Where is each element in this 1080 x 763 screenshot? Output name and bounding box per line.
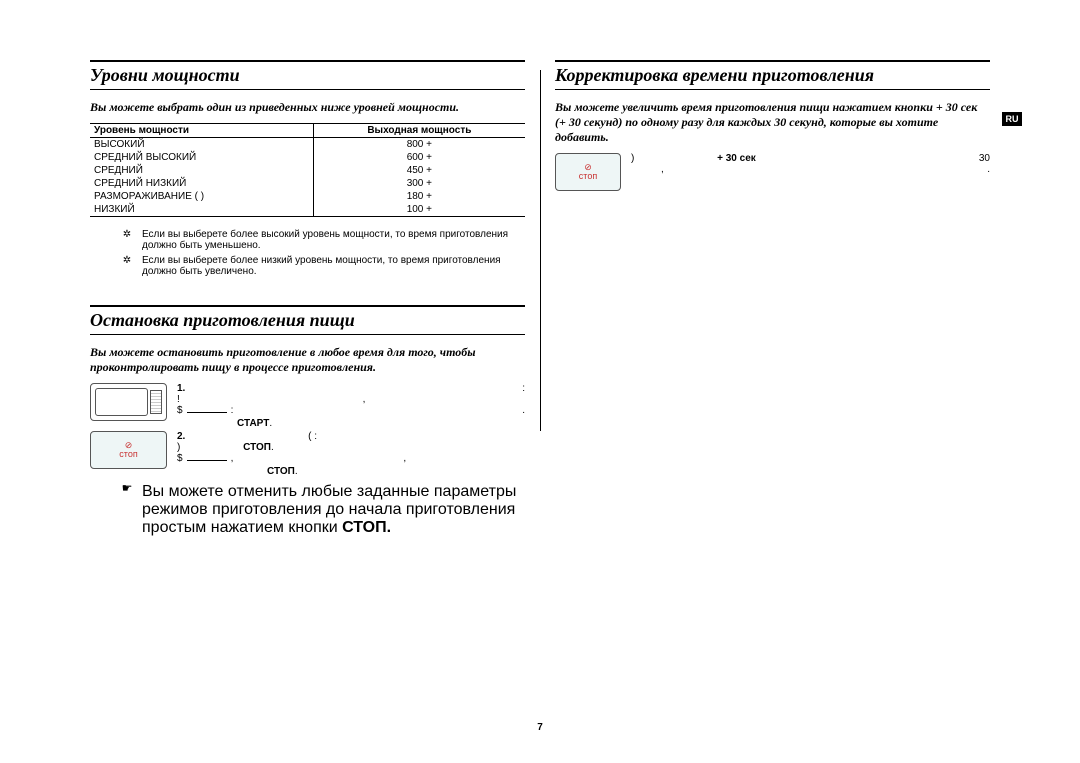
- section-intro: Вы можете увеличить время приготовления …: [555, 100, 990, 145]
- page-number: 7: [0, 722, 1080, 733]
- right-column: Корректировка времени приготовления Вы м…: [555, 60, 990, 541]
- notes: ✲ Если вы выберете более высокий уровень…: [90, 229, 525, 277]
- section-intro: Вы можете остановить приготовление в люб…: [90, 345, 525, 375]
- note-icon: ✲: [120, 255, 134, 277]
- table-row: СРЕДНИЙ450 +: [90, 164, 525, 177]
- table-row: НИЗКИЙ100 +: [90, 203, 525, 217]
- section-intro: Вы можете выбрать один из приведенных ни…: [90, 100, 525, 115]
- table-header-level: Уровень мощности: [90, 124, 313, 138]
- note-text: Если вы выберете более высокий уровень м…: [142, 229, 525, 251]
- note-icon: ✲: [120, 229, 134, 251]
- section-stop-cooking: Остановка приготовления пищи Вы можете о…: [90, 305, 525, 537]
- step-1: 1.: ! , $:. СТАРТ.: [90, 383, 525, 429]
- section-power-levels: Уровни мощности Вы можете выбрать один и…: [90, 60, 525, 277]
- section-title: Корректировка времени приготовления: [555, 60, 990, 90]
- step-body: 1.: ! , $:. СТАРТ.: [177, 383, 525, 429]
- page: Уровни мощности Вы можете выбрать один и…: [0, 0, 1080, 581]
- pointer-icon: ☛: [120, 483, 134, 537]
- footnote-text: Вы можете отменить любые заданные параме…: [142, 483, 525, 537]
- microwave-icon: [90, 383, 167, 421]
- stop-button-icon: ⊘стоп: [555, 153, 621, 191]
- table-row: ВЫСОКИЙ800 +: [90, 138, 525, 152]
- left-column: Уровни мощности Вы можете выбрать один и…: [90, 60, 525, 541]
- section-title: Уровни мощности: [90, 60, 525, 90]
- step-body: 2. ( : ) СТОП. $,, СТОП.: [177, 431, 525, 477]
- table-header-output: Выходная мощность: [313, 124, 525, 138]
- column-divider: [540, 70, 541, 431]
- note-text: Если вы выберете более низкий уровень мо…: [142, 255, 525, 277]
- table-row: СРЕДНИЙ НИЗКИЙ300 +: [90, 177, 525, 190]
- power-table: Уровень мощности Выходная мощность ВЫСОК…: [90, 123, 525, 217]
- instruction-body: ) + 30 сек 30 , .: [631, 153, 990, 191]
- step-2: ⊘стоп 2. ( : ) СТОП. $,, СТОП.: [90, 431, 525, 477]
- stop-button-icon: ⊘стоп: [90, 431, 167, 469]
- table-row: СРЕДНИЙ ВЫСОКИЙ600 +: [90, 151, 525, 164]
- table-row: РАЗМОРАЖИВАНИЕ ( )180 +: [90, 190, 525, 203]
- section-title: Остановка приготовления пищи: [90, 305, 525, 335]
